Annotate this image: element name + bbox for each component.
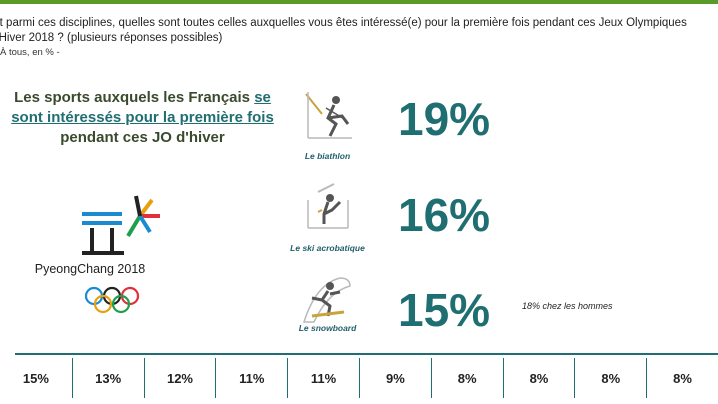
value-cell: 8% [574, 358, 646, 398]
snowboard-note: 18% chez les hommes [522, 301, 613, 311]
question-line-2: d'Hiver 2018 ? (plusieurs réponses possi… [0, 32, 223, 44]
value-cell: 11% [287, 358, 359, 398]
value-cell: 13% [71, 358, 144, 398]
freestyle-ski-icon [307, 183, 349, 229]
biathlon-icon [305, 92, 352, 139]
base-note: À tous, en % - [0, 47, 60, 58]
headline-part-1: Les sports auxquels les Français [14, 89, 251, 106]
bottom-values-row: 15% 13% 12% 11% 11% 9% 8% 8% 8% 8% [0, 358, 718, 398]
logo-emblem [82, 195, 160, 255]
value-cell: 8% [430, 358, 503, 398]
value-cell: 15% [22, 370, 49, 386]
value-cell: 12% [143, 358, 216, 398]
sport-label-ski-acrobatique: Le ski acrobatique [290, 243, 365, 253]
headline-part-3: pendant ces JO d'hiver [60, 129, 225, 146]
pyeongchang-logo [82, 195, 160, 314]
top-accent-bar [0, 0, 718, 4]
sport-label-snowboard: Le snowboard [298, 323, 357, 333]
value-cell: 11% [215, 358, 287, 398]
snowboard-icon [302, 277, 351, 323]
headline-part-2: se sont intéressés pour la première fois [11, 89, 274, 126]
pct-ski-acrobatique: 16% [398, 189, 491, 241]
value-cell: 8% [646, 358, 718, 398]
value-cell: 8% [502, 358, 575, 398]
value-cell: 9% [358, 358, 431, 398]
survey-question: Et parmi ces disciplines, quelles sont t… [0, 16, 718, 46]
table-top-rule [15, 353, 718, 355]
pct-snowboard: 15% [398, 284, 491, 336]
pct-biathlon: 19% [398, 93, 491, 145]
logo-text: PyeongChang 2018 [34, 262, 146, 276]
headline: Les sports auxquels les Français se sont… [5, 88, 280, 148]
olympic-rings-icon [84, 286, 140, 314]
sport-label-biathlon: Le biathlon [304, 151, 351, 161]
question-line-1: Et parmi ces disciplines, quelles sont t… [0, 17, 687, 29]
